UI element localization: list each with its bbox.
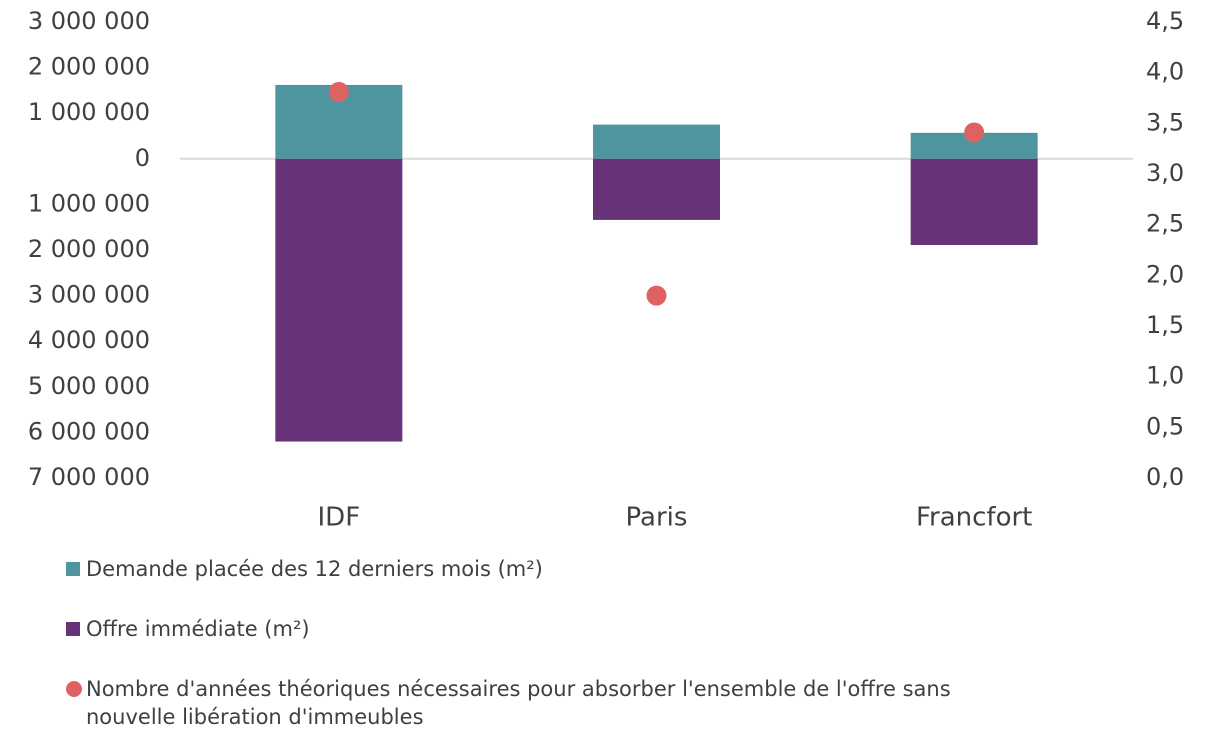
y2-tick-label: 3,5 (1146, 108, 1184, 136)
bar (275, 158, 403, 442)
y-tick-label: 1 000 000 (28, 98, 150, 126)
y2-tick-label: 3,0 (1146, 159, 1184, 187)
bar (910, 158, 1038, 245)
y-tick-label: 0 (135, 144, 150, 172)
y2-tick-label: 2,0 (1146, 260, 1184, 288)
y-tick-label: 5 000 000 (28, 372, 150, 400)
x-tick-label: IDF (318, 503, 361, 533)
y2-tick-label: 0,5 (1146, 412, 1184, 440)
y-tick-label: 6 000 000 (28, 417, 150, 445)
legend-marker (66, 681, 82, 697)
y-tick-label: 1 000 000 (28, 189, 150, 217)
y-tick-label: 4 000 000 (28, 326, 150, 354)
y-tick-label: 3 000 000 (28, 7, 150, 35)
legend-item: Nombre d'années théoriques nécessaires p… (66, 675, 1066, 735)
y-tick-label: 7 000 000 (28, 463, 150, 491)
y2-tick-label: 4,5 (1146, 7, 1184, 35)
chart: 3 000 000 2 000 000 1 000 000 0 1 000 000 2 0… (28, 7, 1184, 533)
legend-label: Nombre d'années théoriques nécessaires p… (86, 677, 951, 729)
legend-label: Offre immédiate (m²) (86, 617, 310, 641)
bar (593, 124, 720, 159)
legend-marker (66, 622, 80, 636)
legend-item: Offre immédiate (m²) (66, 615, 1066, 675)
legend-label: Demande placée des 12 derniers mois (m²) (86, 557, 543, 581)
legend: Demande placée des 12 derniers mois (m²)… (66, 555, 1066, 735)
y2-tick-label: 4,0 (1146, 58, 1184, 86)
y2-tick-label: 2,5 (1146, 210, 1184, 238)
y2-tick-label: 1,5 (1146, 311, 1184, 339)
legend-item: Demande placée des 12 derniers mois (m²) (66, 555, 1066, 615)
y2-tick-label: 0,0 (1146, 463, 1184, 491)
legend-marker (66, 562, 80, 576)
y-tick-label: 2 000 000 (28, 53, 150, 81)
x-tick-label: Paris (626, 503, 688, 533)
y2-tick-label: 1,0 (1146, 362, 1184, 390)
dot (964, 122, 985, 143)
x-tick-label: Francfort (916, 503, 1032, 533)
dot (328, 81, 349, 102)
bar (593, 158, 720, 220)
y-tick-label: 2 000 000 (28, 235, 150, 263)
y-tick-label: 3 000 000 (28, 281, 150, 309)
dot (646, 285, 667, 306)
